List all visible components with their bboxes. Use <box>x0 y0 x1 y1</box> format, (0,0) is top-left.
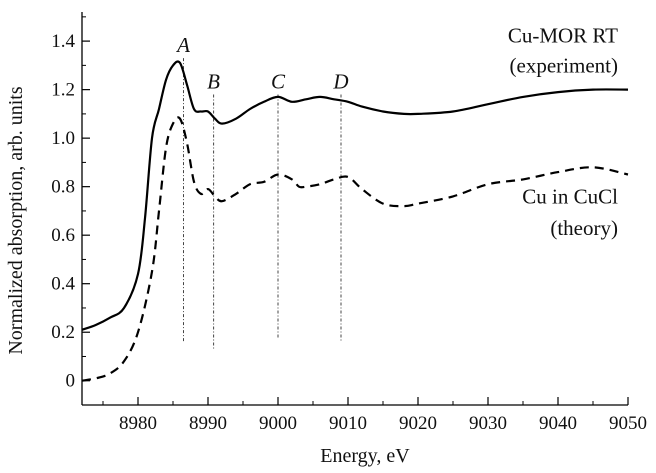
x-tick-label: 8980 <box>119 413 157 434</box>
x-tick-label: 8990 <box>189 413 227 434</box>
y-tick-label: 1.0 <box>51 128 75 149</box>
y-tick-label: 0.8 <box>51 177 75 198</box>
y-tick-label: 1.2 <box>51 80 75 101</box>
y-axis-title: Normalized absorption, arb. units <box>5 86 27 354</box>
series-label-1: Cu-MOR RT <box>508 23 618 47</box>
y-tick-label: 0.4 <box>51 274 75 295</box>
series-label-2: Cu in CuCl <box>522 185 618 209</box>
series-lines <box>81 60 629 382</box>
series-label-2: (theory) <box>550 216 618 240</box>
marker-label-d: D <box>332 69 348 93</box>
series-line-1 <box>81 60 629 331</box>
marker-label-a: A <box>175 33 190 57</box>
y-tick-label: 0 <box>66 371 76 392</box>
x-axis-title: Energy, eV <box>320 445 410 467</box>
marker-label-c: C <box>271 69 286 93</box>
series-labels: Cu-MOR RT (experiment) Cu in CuCl (theory) <box>508 23 618 240</box>
x-tick-label: 9040 <box>539 413 577 434</box>
series-line-2 <box>81 116 629 382</box>
x-tick-label: 9000 <box>259 413 297 434</box>
x-tick-label: 9050 <box>609 413 647 434</box>
axes <box>81 12 629 406</box>
series-label-1: (experiment) <box>510 54 618 78</box>
peak-markers: AB C D <box>175 33 349 350</box>
y-tick-label: 0.2 <box>51 322 75 343</box>
tick-labels: 8980 8990 9000 9010 9020 9030 9040 9050 0 0.2 0.4 0… <box>51 31 647 434</box>
x-tick-label: 9010 <box>329 413 367 434</box>
marker-label-b: B <box>207 69 220 93</box>
y-tick-label: 0.6 <box>51 225 75 246</box>
y-tick-label: 1.4 <box>51 31 75 52</box>
x-tick-label: 9020 <box>399 413 437 434</box>
x-tick-label: 9030 <box>469 413 507 434</box>
